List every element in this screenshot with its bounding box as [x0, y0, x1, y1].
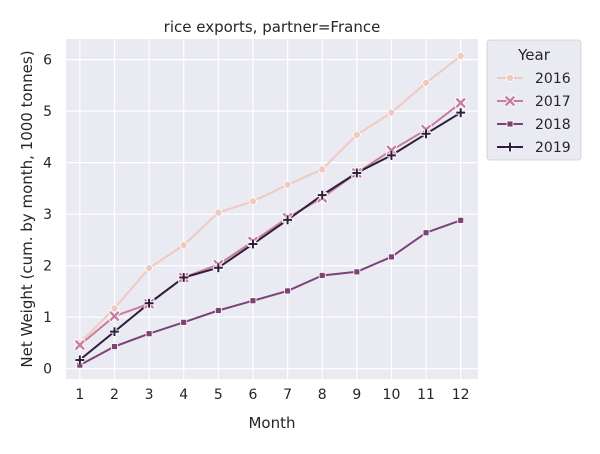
legend-marker-2017: [504, 95, 516, 107]
data-point-2019: [75, 355, 85, 365]
data-point-2019: [213, 263, 223, 273]
data-point-2016: [145, 264, 154, 273]
x-tick-labels: 1 2 3 4 5 6 7 8 9 10 11 12: [75, 387, 469, 403]
y-tick-label: 4: [43, 156, 52, 172]
x-tick-label: 11: [417, 387, 435, 403]
data-point-2019: [248, 239, 258, 249]
data-point-2016: [387, 108, 396, 117]
legend-label-2018: 2018: [535, 117, 571, 133]
y-tick-label: 2: [43, 259, 52, 275]
legend-marker-2016: [505, 74, 514, 83]
data-point-2018: [111, 343, 118, 350]
data-point-2017: [385, 144, 398, 156]
data-point-2019: [456, 108, 466, 118]
x-tick-label: 3: [145, 387, 154, 403]
data-point-2016: [456, 52, 465, 61]
data-point-2018: [214, 307, 222, 314]
x-tick-label: 4: [179, 387, 188, 403]
x-tick-label: 9: [352, 387, 361, 403]
legend-marker-2018: [506, 120, 514, 128]
data-point-2019: [317, 190, 327, 200]
legend: Year 2016 2017 2018 2019: [486, 39, 582, 161]
x-tick-label: 6: [248, 387, 257, 403]
series-markers: [74, 52, 467, 369]
grid: [66, 39, 478, 379]
y-axis-label: Net Weight (cum. by month, 1000 tonnes): [18, 50, 36, 367]
data-point-2017: [454, 97, 467, 109]
data-point-2019: [110, 327, 119, 337]
data-point-2016: [248, 197, 257, 206]
legend-items: 2016 2017 2018 2019: [497, 71, 571, 156]
y-tick-labels: 0 1 2 3 4 5 6: [43, 53, 52, 378]
x-tick-label: 7: [283, 387, 292, 403]
y-tick-label: 1: [43, 310, 52, 326]
data-point-2016: [352, 130, 361, 139]
chart-title: rice exports, partner=France: [164, 18, 381, 36]
data-point-2016: [179, 241, 188, 250]
x-tick-label: 1: [75, 387, 84, 403]
data-point-2018: [145, 330, 153, 338]
data-point-2016: [318, 165, 327, 174]
series-line-2017: [79, 102, 462, 346]
data-point-2018: [249, 297, 257, 305]
legend-label-2019: 2019: [535, 140, 571, 156]
data-point-2016: [422, 78, 431, 87]
data-point-2017: [108, 310, 121, 322]
data-point-2018: [180, 318, 188, 326]
data-point-2016: [283, 180, 292, 189]
series-line-2019: [79, 111, 462, 361]
x-tick-label: 2: [110, 387, 119, 403]
data-point-2016: [214, 208, 223, 217]
data-point-2018: [353, 268, 361, 276]
data-point-2019: [387, 151, 396, 160]
data-point-2019: [179, 273, 189, 282]
x-tick-label: 8: [318, 387, 327, 403]
data-point-2016: [110, 304, 119, 313]
y-tick-label: 3: [43, 207, 52, 223]
data-point-2018: [422, 229, 430, 237]
series-lines: [79, 55, 462, 366]
y-tick-label: 5: [43, 104, 52, 120]
data-point-2017: [74, 339, 86, 351]
data-point-2019: [421, 129, 431, 139]
data-point-2019: [283, 215, 292, 225]
legend-frame: [486, 39, 582, 161]
data-point-2018: [457, 216, 465, 224]
series-line-2018: [79, 219, 462, 366]
plot-background: [66, 39, 478, 379]
series-line-2016: [79, 55, 462, 344]
x-tick-label: 5: [214, 387, 223, 403]
x-tick-label: 12: [452, 387, 470, 403]
legend-label-2016: 2016: [535, 71, 571, 87]
y-tick-label: 6: [43, 53, 52, 69]
x-axis-label: Month: [248, 414, 295, 432]
data-point-2018: [388, 253, 395, 261]
data-point-2019: [352, 168, 362, 178]
data-point-2018: [318, 272, 326, 279]
data-point-2019: [144, 298, 154, 308]
legend-title: Year: [517, 46, 551, 64]
y-tick-label: 0: [43, 362, 52, 378]
legend-marker-2019: [505, 142, 515, 152]
legend-label-2017: 2017: [535, 94, 571, 110]
data-point-2018: [284, 287, 291, 295]
x-tick-label: 10: [383, 387, 401, 403]
